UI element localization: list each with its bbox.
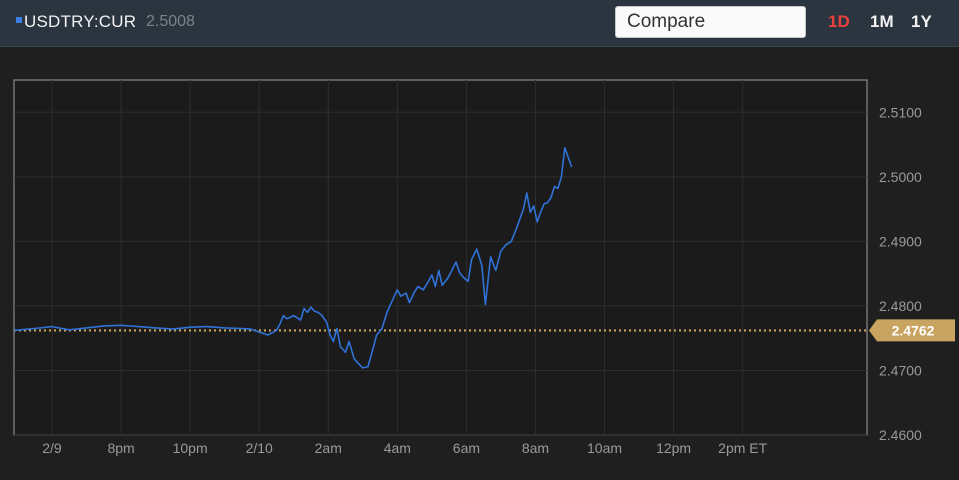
range-button-1m[interactable]: 1M [870, 12, 894, 31]
chart-area: 2/9 8pm 10pm 2/10 2am 4am 6am 8am 10am 12pm 2pm ET… [0, 47, 959, 475]
ticker-price: 2.5008 [146, 13, 195, 30]
x-tick-label: 4am [384, 440, 411, 456]
compare-input[interactable] [615, 6, 806, 38]
x-tick-label: 10am [587, 440, 622, 456]
x-tick-label: 10pm [173, 440, 208, 456]
series-color-marker [16, 17, 22, 23]
x-tick-label: 8pm [107, 440, 134, 456]
y-tick-label: 2.5000 [879, 169, 922, 185]
plot-frame [13, 79, 868, 436]
ticker-symbol: USDTRY:CUR [24, 12, 137, 31]
x-tick-label: 12pm [656, 440, 691, 456]
x-tick-label: 2pm ET [718, 440, 767, 456]
reference-value-label: 2.4762 [892, 322, 935, 338]
range-button-1d[interactable]: 1D [828, 12, 850, 31]
price-series-line [13, 147, 573, 369]
price-chart: 2/9 8pm 10pm 2/10 2am 4am 6am 8am 10am 12pm 2pm ET… [13, 79, 955, 456]
x-tick-label: 8am [522, 440, 549, 456]
x-tick-label: 6am [453, 440, 480, 456]
range-button-1y[interactable]: 1Y [911, 12, 932, 31]
x-tick-label: 2/9 [42, 440, 62, 456]
y-tick-label: 2.4900 [879, 233, 922, 249]
y-tick-label: 2.4700 [879, 362, 922, 378]
x-tick-label: 2am [315, 440, 342, 456]
chart-header: USDTRY:CUR 2.5008 1D 1M 1Y [0, 0, 959, 47]
reference-value-tag [869, 319, 955, 342]
y-tick-label: 2.5100 [879, 104, 922, 120]
x-tick-label: 2/10 [246, 440, 273, 456]
y-tick-label: 2.4800 [879, 298, 922, 314]
y-tick-label: 2.4600 [879, 427, 922, 443]
